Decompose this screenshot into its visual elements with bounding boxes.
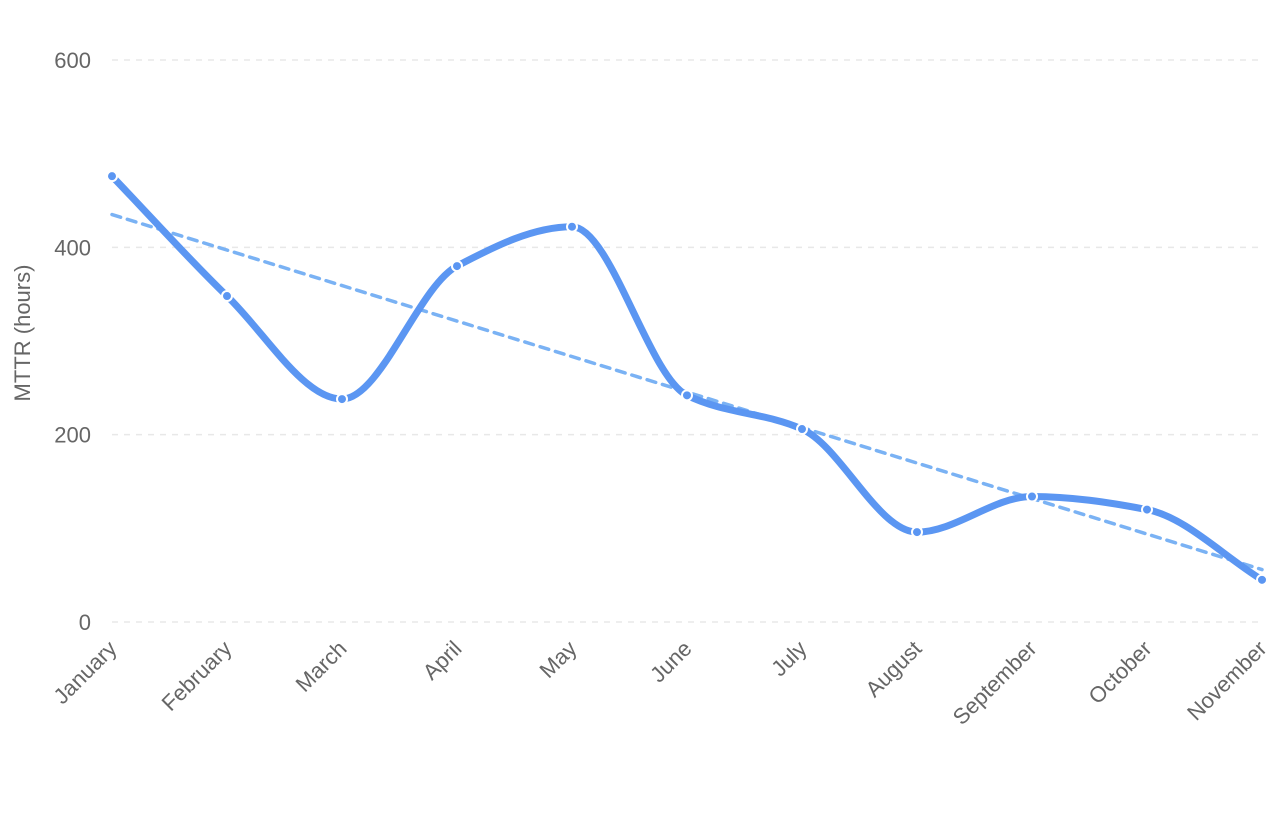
x-tick-label: April	[418, 636, 467, 685]
data-point[interactable]	[1026, 490, 1038, 503]
y-tick-label: 400	[54, 235, 91, 260]
x-tick-label: June	[645, 636, 696, 687]
points-layer	[106, 170, 1268, 586]
series-layer	[108, 172, 1266, 584]
data-point[interactable]	[796, 423, 808, 436]
series-line	[108, 172, 1266, 584]
x-tick-label: July	[766, 636, 811, 681]
x-tick-label: January	[49, 636, 122, 709]
data-point[interactable]	[911, 526, 923, 539]
x-tick-label: February	[157, 636, 237, 716]
y-axis-ticks: 0 200 400 600	[54, 48, 91, 635]
data-point[interactable]	[566, 220, 578, 233]
data-point[interactable]	[1141, 503, 1153, 516]
x-axis-ticks: January February March April May June July Augu…	[49, 636, 1272, 730]
x-tick-label: March	[291, 636, 352, 697]
data-point[interactable]	[106, 170, 118, 183]
y-tick-label: 0	[79, 610, 91, 635]
data-point[interactable]	[1256, 573, 1268, 586]
data-point[interactable]	[221, 290, 233, 303]
x-tick-label: August	[860, 636, 926, 702]
x-tick-label: November	[1182, 636, 1271, 725]
gridlines	[112, 59, 1258, 623]
data-point[interactable]	[681, 389, 693, 402]
x-tick-label: May	[534, 636, 581, 683]
x-tick-label: September	[948, 636, 1042, 730]
data-point[interactable]	[336, 393, 348, 406]
x-tick-label: October	[1084, 636, 1157, 709]
data-point[interactable]	[451, 260, 463, 273]
y-axis-label: MTTR (hours)	[10, 265, 35, 402]
y-tick-label: 200	[54, 423, 91, 448]
y-tick-label: 600	[54, 48, 91, 73]
